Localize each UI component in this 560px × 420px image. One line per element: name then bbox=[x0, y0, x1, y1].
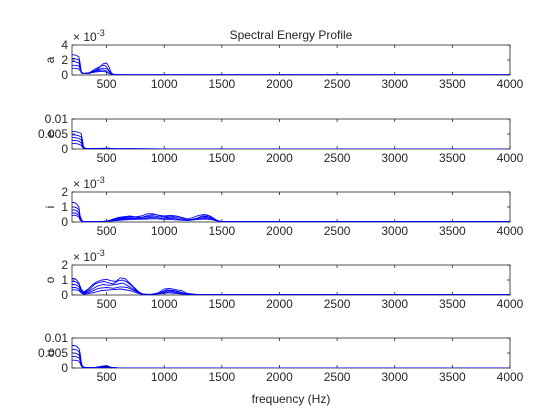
x-axis-label: frequency (Hz) bbox=[252, 392, 331, 406]
series-line-3 bbox=[72, 282, 510, 295]
x-tick-label: 2000 bbox=[266, 370, 293, 384]
x-tick-label: 500 bbox=[97, 370, 117, 384]
x-tick-label: 3000 bbox=[381, 297, 408, 311]
x-tick-label: 3500 bbox=[439, 224, 466, 238]
x-tick-label: 500 bbox=[97, 224, 117, 238]
y-tick-label: 4 bbox=[61, 38, 68, 52]
x-tick-label: 1500 bbox=[208, 297, 235, 311]
y-axis-label: u bbox=[43, 350, 57, 357]
x-tick-label: 1000 bbox=[151, 77, 178, 91]
series-line-5 bbox=[72, 67, 510, 75]
x-tick-label: 1500 bbox=[208, 151, 235, 165]
series-line-4 bbox=[72, 286, 510, 295]
y-tick-label: 0.005 bbox=[38, 127, 68, 141]
x-tick-label: 2000 bbox=[266, 224, 293, 238]
x-tick-label: 4000 bbox=[497, 297, 524, 311]
y-exponent-label: × 10-3 bbox=[73, 248, 105, 264]
y-tick-label: 0.005 bbox=[38, 346, 68, 360]
subplot-e: 500 1000 1500 2000 2500 3000 3500 4000 00.0050.0… bbox=[38, 112, 524, 165]
y-tick-label: 0 bbox=[61, 142, 68, 156]
axes-frame bbox=[71, 118, 511, 150]
x-tick-label: 2000 bbox=[266, 297, 293, 311]
x-tick-label: 500 bbox=[97, 297, 117, 311]
y-tick-label: 0 bbox=[61, 68, 68, 82]
y-axis-label: e bbox=[43, 130, 57, 137]
series-line-5 bbox=[72, 214, 510, 222]
axes-frame bbox=[71, 44, 511, 76]
subplot-u: 500 1000 1500 2000 2500 3000 3500 4000 00.0050.0… bbox=[38, 331, 524, 384]
axes-frame bbox=[71, 337, 511, 369]
series-group bbox=[72, 202, 510, 222]
x-tick-label: 500 bbox=[97, 151, 117, 165]
y-tick-label: 0 bbox=[61, 215, 68, 229]
y-axis-label: i bbox=[43, 206, 57, 209]
series-group bbox=[72, 277, 510, 295]
series-line-5 bbox=[72, 143, 510, 149]
y-exponent-label: × 10-3 bbox=[73, 175, 105, 191]
y-tick-label: 2 bbox=[61, 53, 68, 67]
y-exponent-power: -3 bbox=[97, 248, 105, 258]
x-tick-label: 2000 bbox=[266, 151, 293, 165]
x-tick-label: 1000 bbox=[151, 151, 178, 165]
y-tick-label: 1 bbox=[61, 273, 68, 287]
subplot-i: 500 1000 1500 2000 2500 3000 3500 4000 012 i × 10-… bbox=[43, 175, 524, 238]
series-line-5 bbox=[72, 359, 510, 368]
x-tick-label: 1000 bbox=[151, 297, 178, 311]
y-tick-label: 0 bbox=[61, 288, 68, 302]
x-tick-label: 4000 bbox=[497, 77, 524, 91]
x-tick-label: 1500 bbox=[208, 370, 235, 384]
x-tick-label: 4000 bbox=[497, 224, 524, 238]
x-tick-label: 3500 bbox=[439, 77, 466, 91]
y-exponent-power: -3 bbox=[97, 28, 105, 38]
x-tick-label: 2500 bbox=[324, 370, 351, 384]
y-tick-label: 1 bbox=[61, 200, 68, 214]
y-axis-label: o bbox=[43, 276, 57, 283]
y-tick-label: 2 bbox=[61, 185, 68, 199]
x-tick-label: 500 bbox=[97, 77, 117, 91]
series-line-1 bbox=[72, 277, 510, 295]
y-exponent-power: -3 bbox=[97, 175, 105, 185]
chart-title: Spectral Energy Profile bbox=[230, 28, 353, 42]
x-tick-label: 1500 bbox=[208, 77, 235, 91]
x-tick-label: 2500 bbox=[324, 77, 351, 91]
x-tick-label: 1000 bbox=[151, 224, 178, 238]
x-tick-label: 3500 bbox=[439, 370, 466, 384]
x-tick-label: 1000 bbox=[151, 370, 178, 384]
x-tick-label: 3000 bbox=[381, 370, 408, 384]
x-tick-label: 4000 bbox=[497, 151, 524, 165]
x-tick-label: 4000 bbox=[497, 370, 524, 384]
x-tick-label: 2500 bbox=[324, 224, 351, 238]
y-tick-label: 2 bbox=[61, 258, 68, 272]
series-group bbox=[72, 54, 510, 75]
y-axis-label: a bbox=[43, 56, 57, 63]
x-tick-label: 2500 bbox=[324, 151, 351, 165]
series-group bbox=[72, 345, 510, 368]
x-tick-label: 1500 bbox=[208, 224, 235, 238]
axes-frame bbox=[71, 264, 511, 296]
y-tick-label: 0.01 bbox=[45, 331, 69, 345]
x-tick-label: 3000 bbox=[381, 151, 408, 165]
series-line-5 bbox=[72, 288, 510, 295]
x-tick-label: 3500 bbox=[439, 297, 466, 311]
x-tick-label: 2000 bbox=[266, 77, 293, 91]
series-line-3 bbox=[72, 209, 510, 222]
x-tick-label: 2500 bbox=[324, 297, 351, 311]
x-tick-label: 3500 bbox=[439, 151, 466, 165]
series-group bbox=[72, 131, 510, 149]
x-tick-label: 3000 bbox=[381, 224, 408, 238]
y-tick-label: 0.01 bbox=[45, 112, 69, 126]
y-exponent-label: × 10-3 bbox=[73, 28, 105, 44]
x-tick-label: 3000 bbox=[381, 77, 408, 91]
y-tick-label: 0 bbox=[61, 361, 68, 375]
